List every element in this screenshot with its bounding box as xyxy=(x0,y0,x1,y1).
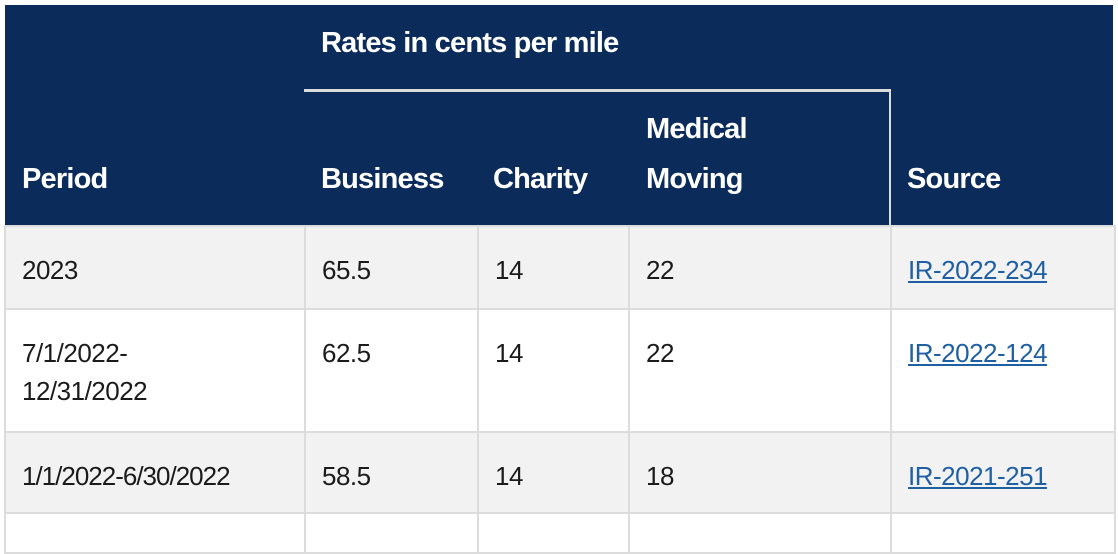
table-body: 2023 65.5 14 22 IR-2022-234 7/1/2022-12/… xyxy=(4,225,1116,554)
cell-business: 58.5 xyxy=(304,431,479,514)
table-row: 1/1/2022-6/30/2022 58.5 14 18 IR-2021-25… xyxy=(4,431,1116,514)
cell-charity: 14 xyxy=(477,431,630,514)
group-header-rates: Rates in cents per mile xyxy=(321,27,619,59)
cell-empty xyxy=(628,512,892,554)
column-header-medical-line1: Medical xyxy=(646,113,748,145)
cell-source: IR-2021-251 xyxy=(890,431,1116,514)
source-link[interactable]: IR-2022-124 xyxy=(908,338,1048,368)
cell-empty xyxy=(477,512,630,554)
cell-charity: 14 xyxy=(477,308,630,433)
source-link[interactable]: IR-2021-251 xyxy=(908,461,1048,491)
cell-business: 65.5 xyxy=(304,225,479,310)
table-header: Rates in cents per mile Period Business … xyxy=(5,5,1113,225)
cell-business: 62.5 xyxy=(304,308,479,433)
table-row: 7/1/2022-12/31/2022 62.5 14 22 IR-2022-1… xyxy=(4,308,1116,433)
cell-period: 1/1/2022-6/30/2022 xyxy=(4,431,306,514)
cell-source: IR-2022-234 xyxy=(890,225,1116,310)
cell-charity: 14 xyxy=(477,225,630,310)
column-header-source: Source xyxy=(907,163,1001,195)
column-divider xyxy=(889,89,891,225)
cell-period: 2023 xyxy=(4,225,306,310)
cell-medical-moving: 22 xyxy=(628,225,892,310)
column-header-period: Period xyxy=(22,163,108,195)
column-header-business: Business xyxy=(321,163,444,195)
cell-empty xyxy=(304,512,479,554)
mileage-rates-table: Rates in cents per mile Period Business … xyxy=(4,5,1116,554)
cell-medical-moving: 22 xyxy=(628,308,892,433)
table-row: 2023 65.5 14 22 IR-2022-234 xyxy=(4,225,1116,310)
cell-source: IR-2022-124 xyxy=(890,308,1116,433)
column-header-moving-line2: Moving xyxy=(646,163,743,195)
cell-period: 7/1/2022-12/31/2022 xyxy=(4,308,306,433)
cell-empty xyxy=(4,512,306,554)
cell-medical-moving: 18 xyxy=(628,431,892,514)
group-divider xyxy=(304,89,891,92)
source-link[interactable]: IR-2022-234 xyxy=(908,255,1048,285)
column-header-charity: Charity xyxy=(493,163,588,195)
cell-empty xyxy=(890,512,1116,554)
table-row-partial xyxy=(4,512,1116,554)
